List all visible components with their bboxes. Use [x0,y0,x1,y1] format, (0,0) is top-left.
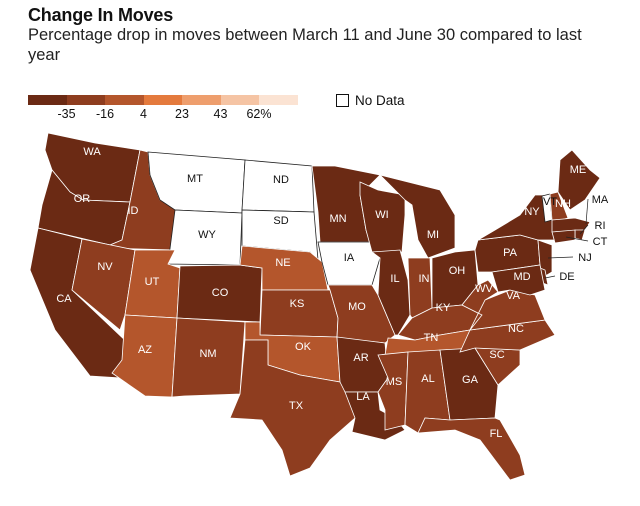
state-wv [461,279,499,331]
state-label-ar: AR [353,352,368,364]
legend-tick-label: 4 [140,107,147,121]
state-label-vt: VT [543,196,557,208]
state-label-nd: ND [273,174,289,186]
legend-ticks: -35 -16 4 23 43 62% [28,105,298,121]
color-legend: -35 -16 4 23 43 62% [28,95,298,121]
state-label-ok: OK [295,341,312,353]
state-label-il: IL [390,273,399,285]
legend-swatch [259,95,298,105]
state-me [557,149,601,211]
legend-swatch [182,95,221,105]
state-label-tn: TN [424,332,439,344]
state-label-tx: TX [289,400,304,412]
state-label-id: ID [128,205,139,217]
state-ar [336,336,389,393]
state-label-me: ME [570,164,587,176]
no-data-legend: No Data [336,93,405,108]
state-tx [229,339,356,477]
leader-line-de [544,275,556,279]
state-label-az: AZ [138,344,152,356]
state-label-mo: MO [348,301,366,313]
state-label-pa: PA [503,247,518,259]
state-nm [171,317,246,398]
state-nd [241,159,315,213]
state-co [176,264,263,323]
state-label-ca: CA [56,293,72,305]
chart-subtitle: Percentage drop in moves between March 1… [28,26,582,64]
state-label-mi: MI [427,229,439,241]
state-label-ma: MA [592,194,609,206]
state-label-ia: IA [344,252,355,264]
state-md [491,264,546,296]
chart-title: Change In Moves [28,5,174,25]
state-label-va: VA [506,290,521,302]
state-label-ne: NE [275,257,290,269]
state-label-nm: NM [199,348,216,360]
no-data-label: No Data [355,93,405,108]
legend-tick-label: -16 [95,107,115,121]
state-label-sd: SD [273,215,288,227]
state-label-nv: NV [97,261,113,273]
state-label-nc: NC [508,323,524,335]
legend-swatch [66,95,105,105]
state-label-ny: NY [524,206,540,218]
state-nv [71,238,136,331]
state-label-wi: WI [375,209,388,221]
state-label-mt: MT [187,173,203,185]
legend-tick-label: -35 [57,107,76,121]
leader-line-ri [579,224,589,235]
state-label-ks: KS [290,298,305,310]
state-label-ky: KY [436,302,451,314]
state-fl [417,417,526,481]
no-data-swatch [336,94,349,107]
state-label-mn: MN [329,213,346,225]
state-label-ri: RI [595,220,606,232]
state-label-in: IN [419,273,430,285]
state-label-de: DE [559,271,574,283]
state-wi [359,181,406,253]
state-label-co: CO [212,287,229,299]
state-label-md: MD [513,271,530,283]
state-in [407,257,433,319]
leader-line-nj [547,256,574,259]
state-label-fl: FL [490,428,503,440]
state-label-ga: GA [462,374,479,386]
state-label-wy: WY [198,229,216,241]
state-label-wv: WV [475,283,493,295]
state-label-oh: OH [449,265,466,277]
state-label-wa: WA [83,146,101,158]
state-label-la: LA [356,391,370,403]
state-ct [551,229,576,244]
state-ri [574,229,586,241]
state-label-or: OR [74,193,91,205]
legend-swatch [28,95,67,105]
leader-line-ct [565,236,589,242]
state-label-ms: MS [386,376,403,388]
state-label-ut: UT [145,276,160,288]
state-mi [378,174,456,259]
legend-swatches [28,95,298,105]
state-label-sc: SC [489,349,504,361]
legend-tick-label: 43 [213,107,228,121]
leader-line-ma [585,198,589,225]
state-label-nj: NJ [578,252,591,264]
state-label-ct: CT [593,236,608,248]
state-label-nh: NH [555,198,571,210]
legend-swatch [220,95,259,105]
legend-swatch [143,95,182,105]
legend-tick-label: 62% [246,107,272,121]
legend-tick-label: 23 [175,107,189,121]
legend-swatch [105,95,144,105]
state-label-al: AL [421,373,434,385]
